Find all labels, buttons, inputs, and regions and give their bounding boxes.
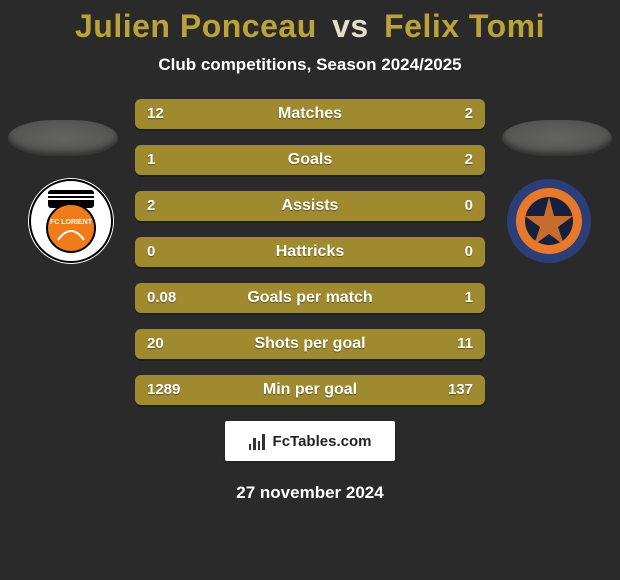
stat-label: Hattricks xyxy=(135,237,485,267)
stat-row: 0 Hattricks 0 xyxy=(135,237,485,267)
stat-right-value: 137 xyxy=(448,375,473,405)
stat-label: Goals per match xyxy=(135,283,485,313)
player1-name: Julien Ponceau xyxy=(75,8,317,44)
stat-row: 0.08 Goals per match 1 xyxy=(135,283,485,313)
stat-right-value: 1 xyxy=(465,283,473,313)
stat-row: 12 Matches 2 xyxy=(135,99,485,129)
vs-text: vs xyxy=(326,8,375,44)
stat-right-value: 11 xyxy=(457,329,473,359)
stat-label: Shots per goal xyxy=(135,329,485,359)
stat-row: 2 Assists 0 xyxy=(135,191,485,221)
fc-lorient-badge-icon xyxy=(28,178,114,264)
stat-label: Matches xyxy=(135,99,485,129)
footer-date: 27 november 2024 xyxy=(0,483,620,503)
stat-right-value: 0 xyxy=(465,237,473,267)
left-ring-shadow xyxy=(8,120,118,156)
subtitle: Club competitions, Season 2024/2025 xyxy=(0,55,620,75)
comparison-title: Julien Ponceau vs Felix Tomi xyxy=(0,0,620,45)
stats-rows: 12 Matches 2 1 Goals 2 2 Assists 0 0 Hat… xyxy=(135,99,485,405)
brand-text: FcTables.com xyxy=(273,433,372,450)
stat-right-value: 2 xyxy=(465,145,473,175)
stat-label: Assists xyxy=(135,191,485,221)
stat-row: 1289 Min per goal 137 xyxy=(135,375,485,405)
right-club-badge-icon xyxy=(506,178,592,264)
player2-name: Felix Tomi xyxy=(384,8,545,44)
stat-label: Min per goal xyxy=(135,375,485,405)
barchart-icon xyxy=(249,432,267,450)
right-ring-shadow xyxy=(502,120,612,156)
fctables-badge: FcTables.com xyxy=(225,421,395,461)
stat-row: 20 Shots per goal 11 xyxy=(135,329,485,359)
stat-row: 1 Goals 2 xyxy=(135,145,485,175)
stat-label: Goals xyxy=(135,145,485,175)
stat-right-value: 2 xyxy=(465,99,473,129)
stat-right-value: 0 xyxy=(465,191,473,221)
